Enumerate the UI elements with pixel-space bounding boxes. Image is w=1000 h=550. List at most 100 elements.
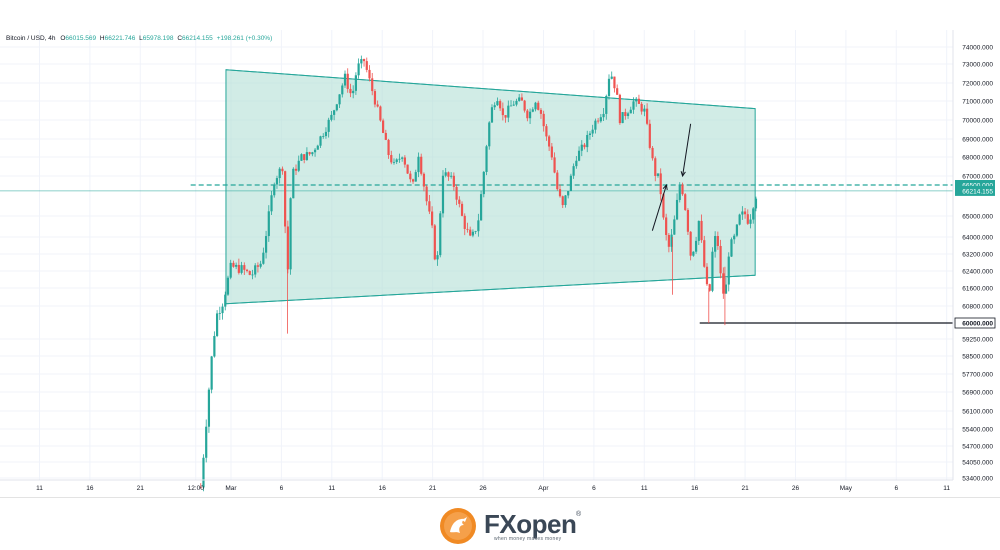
candle-down xyxy=(390,155,393,163)
candle-up xyxy=(635,98,638,102)
candle-down xyxy=(646,108,649,124)
candle-up xyxy=(335,104,338,111)
x-tick-label: 11 xyxy=(943,485,950,492)
candle-down xyxy=(504,115,507,118)
candle-down xyxy=(537,102,540,110)
candle-up xyxy=(275,178,279,185)
x-tick-label: Mar xyxy=(225,485,237,492)
y-tick-label: 61600.000 xyxy=(962,286,993,293)
candle-up xyxy=(564,195,567,206)
candle-down xyxy=(705,266,709,285)
candle-up xyxy=(507,105,510,118)
candle-down xyxy=(618,94,621,124)
x-tick-label: 6 xyxy=(592,485,596,492)
candle-up xyxy=(632,101,635,110)
close-value: 66214.155 xyxy=(182,35,213,42)
candle-up xyxy=(752,208,755,220)
fxopen-logo: FXopen ® when money makes money xyxy=(438,506,588,546)
low-value: 65978.198 xyxy=(143,35,174,42)
candle-up xyxy=(254,265,257,275)
candle-up xyxy=(343,73,347,86)
high-label: H xyxy=(100,35,105,42)
change-value: +198.261 (+0.30%) xyxy=(217,35,273,42)
candle-down xyxy=(665,217,668,235)
symbol-label: Bitcoin / USD, 4h xyxy=(6,35,56,42)
y-tick-label: 55400.000 xyxy=(962,427,993,434)
candle-up xyxy=(580,144,583,151)
y-tick-label: 56100.000 xyxy=(962,409,993,416)
candle-down xyxy=(469,229,472,236)
candle-down xyxy=(700,220,703,241)
candle-down xyxy=(542,113,545,127)
price-tag-label: 66214.155 xyxy=(962,188,993,195)
candle-up xyxy=(319,136,322,146)
candle-down xyxy=(232,262,235,267)
candle-up xyxy=(395,159,398,162)
candle-up xyxy=(512,104,515,106)
candle-down xyxy=(371,78,374,92)
candle-up xyxy=(711,251,714,291)
candle-down xyxy=(403,157,406,165)
candle-up xyxy=(482,171,485,195)
candle-down xyxy=(686,209,690,232)
candle-down xyxy=(245,269,249,272)
x-tick-label: 21 xyxy=(429,485,437,492)
dragon-emblem-icon xyxy=(440,508,476,544)
candle-up xyxy=(229,262,232,278)
candle-down xyxy=(455,186,458,200)
brand-tagline: when money makes money xyxy=(494,536,562,542)
x-tick-label: 21 xyxy=(137,485,145,492)
candle-down xyxy=(294,168,298,171)
candle-up xyxy=(515,100,518,105)
arrow-head xyxy=(680,171,686,178)
candle-up xyxy=(202,457,205,488)
x-tick-label: 26 xyxy=(792,485,800,492)
candle-up xyxy=(213,335,216,357)
open-value: 66015.569 xyxy=(65,35,96,42)
candle-up xyxy=(626,113,630,117)
x-tick-label: 21 xyxy=(741,485,749,492)
candle-down xyxy=(499,101,502,109)
candle-up xyxy=(354,75,357,91)
candle-up xyxy=(474,231,477,233)
y-tick-label: 71000.000 xyxy=(962,99,993,106)
candle-up xyxy=(264,236,268,253)
candle-down xyxy=(199,487,202,489)
candle-down xyxy=(387,139,390,156)
price-tag-bg xyxy=(955,185,995,196)
candle-up xyxy=(488,122,491,147)
candle-up xyxy=(226,277,230,295)
candle-up xyxy=(471,231,475,236)
y-tick-label: 58500.000 xyxy=(962,354,993,361)
x-tick-label: 16 xyxy=(691,485,699,492)
annotations xyxy=(651,123,692,231)
candle-up xyxy=(577,150,581,161)
x-tick-label: 6 xyxy=(894,485,898,492)
x-tick-label: 11 xyxy=(36,485,43,492)
candle-up xyxy=(270,195,273,212)
x-tick-label: 16 xyxy=(379,485,387,492)
candle-up xyxy=(518,97,521,101)
y-tick-label: 67000.000 xyxy=(962,174,993,181)
candle-up xyxy=(591,129,594,134)
candle-down xyxy=(425,186,428,202)
candle-down xyxy=(373,91,377,105)
candle-up xyxy=(311,152,314,155)
candle-down xyxy=(379,106,382,121)
candle-up xyxy=(572,166,575,176)
candle-down xyxy=(743,211,747,215)
candle-up xyxy=(741,211,744,215)
candle-up xyxy=(605,95,608,114)
candle-up xyxy=(694,240,698,252)
candle-down xyxy=(553,157,556,173)
candle-up xyxy=(401,157,404,159)
candle-up xyxy=(357,63,360,76)
candle-down xyxy=(613,76,616,89)
price-tag-bg xyxy=(954,317,996,329)
levels xyxy=(0,184,953,324)
candle-down xyxy=(526,110,529,119)
candle-up xyxy=(278,168,281,179)
candle-up xyxy=(575,160,578,167)
candle-up xyxy=(567,191,570,196)
candle-down xyxy=(248,271,251,275)
